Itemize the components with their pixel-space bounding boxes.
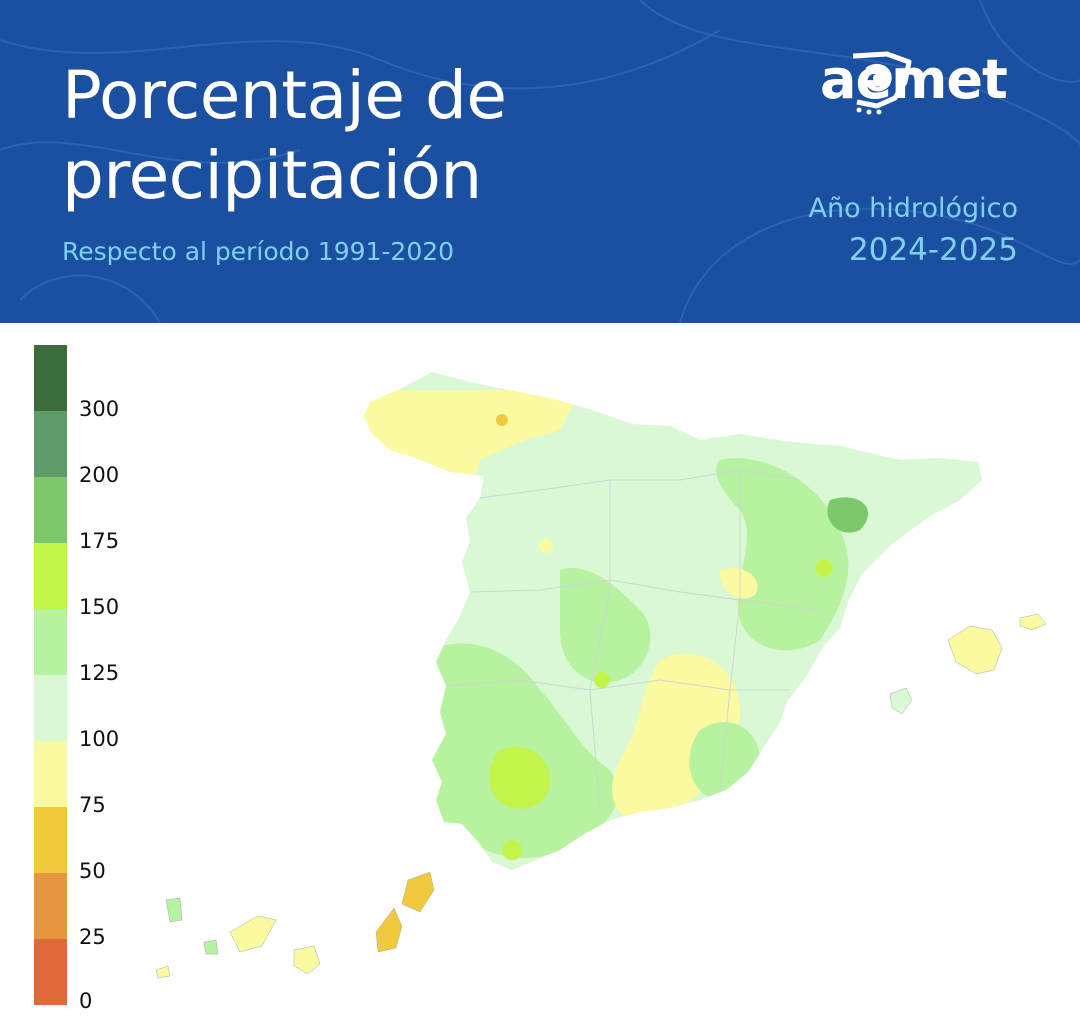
legend-swatch-150-175	[34, 543, 67, 609]
hydrological-year-range: 2024-2025	[849, 232, 1018, 268]
iberian-peninsula	[364, 372, 982, 870]
legend-swatch-200-300	[34, 411, 67, 477]
legend-tick-75: 75	[79, 793, 106, 817]
hydrological-year: Año hidrológico 2024-2025	[809, 190, 1019, 272]
aemet-logo-text: aemet	[820, 48, 1008, 111]
contour-decoration	[0, 0, 1080, 323]
legend-tick-150: 150	[79, 595, 120, 619]
legend-tick-300: 300	[79, 397, 120, 421]
legend-tick-100: 100	[79, 727, 120, 751]
legend-tick-25: 25	[79, 925, 106, 949]
canary-islands	[155, 871, 435, 979]
precipitation-map	[155, 372, 1047, 979]
page-title: Porcentaje de precipitación	[62, 56, 507, 216]
legend-tick-175: 175	[79, 529, 120, 553]
legend-swatch-125-150	[34, 609, 67, 675]
aemet-logo-icon	[852, 51, 912, 115]
legend-tick-50: 50	[79, 859, 106, 883]
region-borders	[445, 469, 821, 811]
legend-swatch-175-200	[34, 477, 67, 543]
hydrological-year-label: Año hidrológico	[808, 193, 1019, 224]
legend-swatch-300-plus	[34, 345, 67, 411]
title-line-1: Porcentaje de	[62, 57, 507, 134]
title-line-2: precipitación	[62, 137, 482, 214]
legend-tick-0: 0	[79, 989, 93, 1013]
legend-swatch-50-75	[34, 807, 67, 873]
legend-swatch-100-125	[34, 675, 67, 741]
legend-tick-125: 125	[79, 661, 120, 685]
balearic-islands	[889, 613, 1047, 715]
legend-tick-200: 200	[79, 463, 120, 487]
legend-swatch-25-50	[34, 873, 67, 939]
reference-period-subtitle: Respecto al período 1991-2020	[62, 237, 455, 266]
legend-swatch-75-100	[34, 741, 67, 807]
header-banner: Porcentaje de precipitación Respecto al …	[0, 0, 1080, 323]
legend-swatch-0-25	[34, 939, 67, 1005]
color-legend: 300 200 175 150 125 100 75 50 25 0	[34, 345, 124, 1015]
